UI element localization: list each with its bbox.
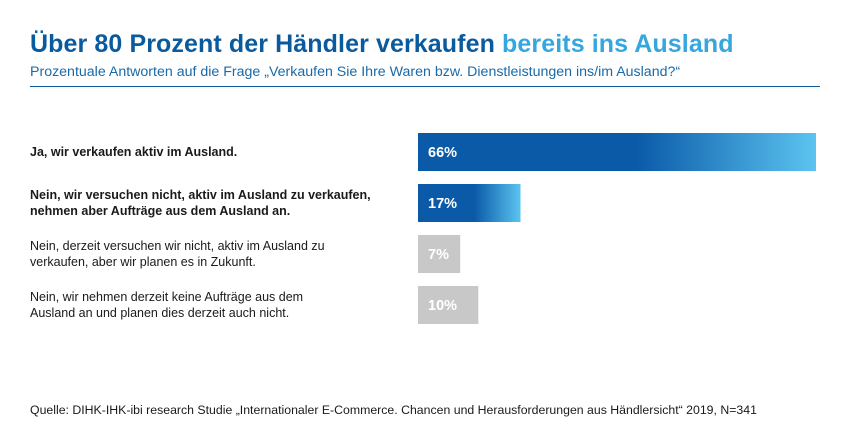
bar-3 [418, 235, 461, 273]
value-label-3: 7% [428, 247, 449, 263]
chart-title-main: Über 80 Prozent der Händler verkaufen [30, 30, 495, 58]
value-label-1: 66% [428, 145, 457, 161]
category-label-3-line-2: verkaufen, aber wir planen es in Zukunft… [30, 255, 256, 269]
bars-group: 66% Ja, wir verkaufen aktiv im Ausland. 17… [30, 133, 816, 324]
source-note: Quelle: DIHK-IHK-ibi research Studie „In… [30, 403, 757, 417]
category-label-1-line-1: Ja, wir verkaufen aktiv im Ausland. [30, 145, 237, 159]
title-divider [30, 86, 820, 87]
category-label-2-line-2: nehmen aber Aufträge aus dem Ausland an. [30, 204, 290, 218]
category-label-4-line-2: Ausland an und planen dies derzeit auch … [30, 306, 289, 320]
chart-title-accent: bereits ins Ausland [502, 30, 734, 58]
chart-subtitle: Prozentuale Antworten auf die Frage „Ver… [30, 64, 681, 80]
chart-title: Über 80 Prozent der Händler verkaufen be… [30, 30, 850, 59]
value-label-2: 17% [428, 196, 457, 212]
category-label-4-line-1: Nein, wir nehmen derzeit keine Aufträge … [30, 290, 303, 304]
value-label-4: 10% [428, 298, 457, 314]
bar-2 [418, 184, 521, 222]
bar-4 [418, 286, 479, 324]
category-label-3-line-1: Nein, derzeit versuchen wir nicht, aktiv… [30, 239, 325, 253]
category-label-2-line-1: Nein, wir versuchen nicht, aktiv im Ausl… [30, 188, 371, 202]
bar-1 [418, 133, 816, 171]
